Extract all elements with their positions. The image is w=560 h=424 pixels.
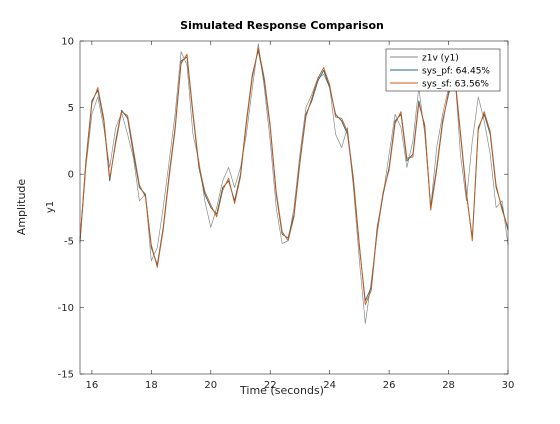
y-axis: -15 -10 -5 0 5 10 <box>58 37 508 381</box>
x-tick-label: 24 <box>323 380 336 391</box>
series-line-1 <box>79 43 509 324</box>
channel-label: y1 <box>45 201 56 213</box>
legend-items: z1v (y1) sys_pf: 64.45% sys_sf: 63.56% <box>390 54 490 90</box>
legend-label-1: z1v (y1) <box>422 54 459 64</box>
x-axis-label: Time (seconds) <box>239 384 324 397</box>
x-tick-label: 26 <box>383 380 396 391</box>
x-tick-label: 22 <box>264 380 277 391</box>
chart-title: Simulated Response Comparison <box>180 19 384 32</box>
axes-box <box>79 40 509 375</box>
y-tick-label: 5 <box>68 103 74 114</box>
y-tick-label: -15 <box>58 370 74 381</box>
legend-label-3: sys_sf: 63.56% <box>422 80 489 90</box>
legend: z1v (y1) sys_pf: 64.45% sys_sf: 63.56% <box>385 48 501 92</box>
y-tick-label: -5 <box>64 236 74 247</box>
x-tick-label: 18 <box>145 380 158 391</box>
legend-label-2: sys_pf: 64.45% <box>422 67 490 77</box>
y-tick-label: 10 <box>61 37 74 48</box>
y-axis-label: Amplitude <box>15 179 28 236</box>
x-axis: 16 18 20 22 24 26 28 30 <box>86 41 515 391</box>
x-tick-label: 20 <box>204 380 217 391</box>
y-tick-label: -10 <box>58 303 74 314</box>
x-tick-label: 16 <box>86 380 99 391</box>
y-tick-label: 0 <box>68 170 74 181</box>
x-tick-label: 28 <box>442 380 455 391</box>
series-layer <box>79 43 509 324</box>
x-tick-label: 30 <box>502 380 515 391</box>
series-line-3 <box>79 47 509 306</box>
